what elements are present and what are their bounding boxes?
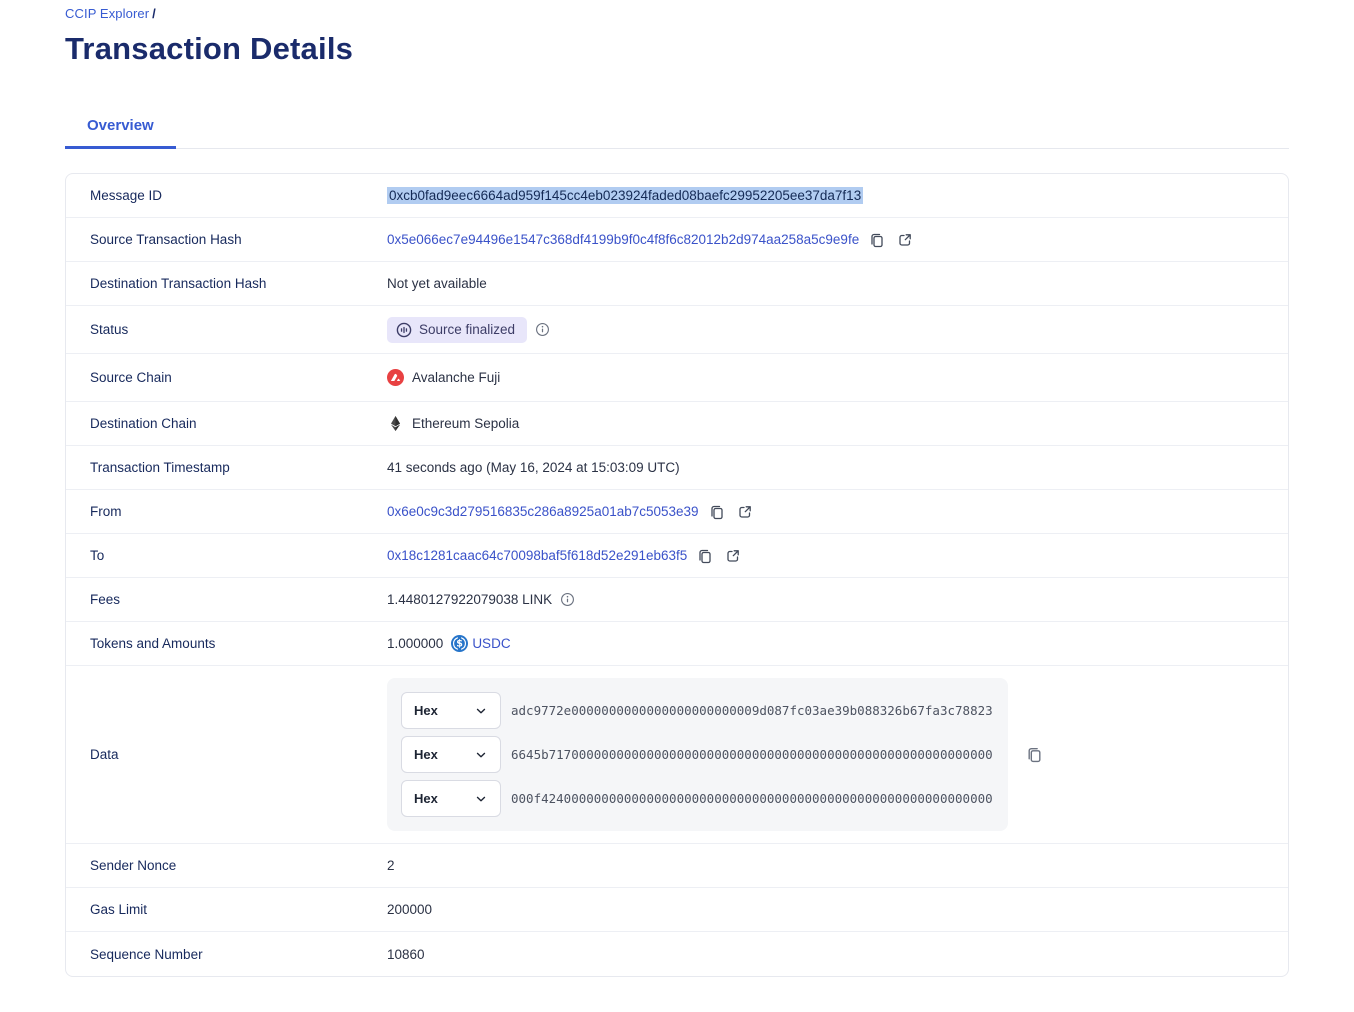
status-progress-icon [396,322,412,338]
row-label: From [90,504,122,519]
breadcrumb-link-ccip-explorer[interactable]: CCIP Explorer [65,6,150,21]
sequence-number-value: 10860 [387,946,425,962]
dest-tx-hash-value: Not yet available [387,276,487,291]
page-title: Transaction Details [65,31,354,66]
table-row-data: Data Hex adc9772e00000000000000000000000… [66,666,1288,844]
format-select-value: Hex [414,747,438,762]
to-address-link[interactable]: 0x18c1281caac64c70098baf5f618d52e291eb63… [387,548,688,563]
external-link-icon[interactable] [735,502,755,522]
table-row-to: To 0x18c1281caac64c70098baf5f618d52e291e… [66,534,1288,578]
gas-limit-value: 200000 [387,902,433,917]
row-label: Destination Transaction Hash [90,276,267,291]
data-hex-line: adc9772e0000000000000000000000009d087fc0… [511,703,993,718]
external-link-icon[interactable] [723,546,743,566]
tab-overview[interactable]: Overview [65,107,176,149]
page: CCIP Explorer / Transaction Details Overv… [65,6,1289,977]
row-label: Sender Nonce [90,858,177,873]
table-row-status: Status Source finalized [66,306,1288,354]
format-select[interactable]: Hex [401,692,501,729]
breadcrumb-separator: / [152,6,156,21]
table-row-message-id: Message ID 0xcb0fad9eec6664ad959f145cc4e… [66,174,1288,218]
token-symbol-link[interactable]: USDC [472,636,511,651]
usdc-icon [451,635,469,652]
table-row-dest-tx-hash: Destination Transaction Hash Not yet ava… [66,262,1288,306]
source-chain-name: Avalanche Fuji [412,370,501,385]
row-label: Transaction Timestamp [90,460,230,475]
status-badge-label: Source finalized [419,322,516,337]
data-line: Hex adc9772e0000000000000000000000009d08… [401,692,994,729]
table-row-source-tx-hash: Source Transaction Hash 0x5e066ec7e94496… [66,218,1288,262]
row-label: Status [90,322,129,337]
table-row-source-chain: Source Chain Avalanche Fuji [66,354,1288,402]
copy-icon[interactable] [867,230,887,250]
timestamp-value: 41 seconds ago (May 16, 2024 at 15:03:09… [387,460,680,475]
data-hex-panel: Hex adc9772e0000000000000000000000009d08… [387,678,1008,831]
info-icon[interactable] [535,322,550,337]
message-id-value: 0xcb0fad9eec6664ad959f145cc4eb023924fade… [387,187,864,204]
table-row-from: From 0x6e0c9c3d279516835c286a8925a01ab7c… [66,490,1288,534]
fees-value: 1.4480127922079038 LINK [387,592,553,607]
row-label: Source Chain [90,370,172,385]
status-badge: Source finalized [387,316,528,343]
format-select[interactable]: Hex [401,780,501,817]
token-amount: 1.000000 [387,636,444,651]
row-label: To [90,548,105,563]
format-select-value: Hex [414,703,438,718]
from-address-link[interactable]: 0x6e0c9c3d279516835c286a8925a01ab7c5053e… [387,504,699,519]
row-label: Gas Limit [90,902,148,917]
data-line: Hex 000f42400000000000000000000000000000… [401,780,994,817]
table-row-sender-nonce: Sender Nonce 2 [66,844,1288,888]
source-tx-hash-link[interactable]: 0x5e066ec7e94496e1547c368df4199b9f0c4f8f… [387,232,860,247]
data-hex-line: 6645b71700000000000000000000000000000000… [511,747,993,762]
row-label: Data [90,747,119,762]
table-row-sequence-number: Sequence Number 10860 [66,932,1288,976]
external-link-icon[interactable] [895,230,915,250]
chevron-down-icon [474,792,488,806]
avalanche-icon [387,369,404,386]
copy-icon[interactable] [1024,745,1044,765]
dest-chain-name: Ethereum Sepolia [412,416,520,431]
copy-icon[interactable] [695,546,715,566]
row-label: Sequence Number [90,946,203,962]
chevron-down-icon [474,704,488,718]
tab-bar: Overview [65,107,1289,149]
sender-nonce-value: 2 [387,858,395,873]
table-row-dest-chain: Destination Chain Ethereum Sepolia [66,402,1288,446]
chevron-down-icon [474,748,488,762]
row-label: Message ID [90,188,163,203]
format-select-value: Hex [414,791,438,806]
table-row-fees: Fees 1.4480127922079038 LINK [66,578,1288,622]
row-label: Tokens and Amounts [90,636,216,651]
ethereum-icon [387,415,404,432]
table-row-timestamp: Transaction Timestamp 41 seconds ago (Ma… [66,446,1288,490]
row-label: Fees [90,592,121,607]
table-row-tokens: Tokens and Amounts 1.000000 USDC [66,622,1288,666]
row-label: Source Transaction Hash [90,232,242,247]
transaction-details-table: Message ID 0xcb0fad9eec6664ad959f145cc4e… [65,173,1289,977]
copy-icon[interactable] [707,502,727,522]
breadcrumb: CCIP Explorer / [65,6,1289,21]
row-label: Destination Chain [90,416,197,431]
info-icon[interactable] [560,592,575,607]
data-hex-line: 000f424000000000000000000000000000000000… [511,791,993,806]
table-row-gas-limit: Gas Limit 200000 [66,888,1288,932]
format-select[interactable]: Hex [401,736,501,773]
data-line: Hex 6645b7170000000000000000000000000000… [401,736,994,773]
